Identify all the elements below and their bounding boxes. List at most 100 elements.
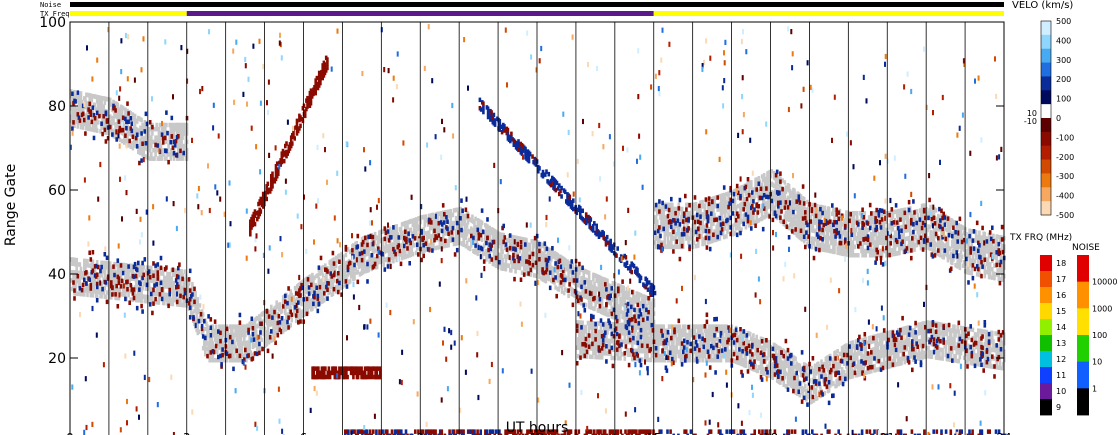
ground-scatter-cell	[882, 223, 886, 229]
ground-scatter-cell	[258, 314, 261, 319]
ground-scatter-cell	[215, 349, 219, 355]
ground-scatter-cell	[395, 224, 398, 229]
ground-scatter-cell	[213, 358, 217, 363]
ground-scatter-cell	[619, 305, 622, 310]
ground-scatter-cell	[584, 294, 588, 299]
ground-scatter-cell	[353, 276, 356, 281]
ground-scatter-cell	[139, 268, 142, 274]
ground-scatter-cell	[693, 223, 697, 228]
ground-scatter-cell	[426, 243, 430, 248]
ground-scatter-cell	[597, 283, 601, 288]
txfreq-segment	[653, 11, 1004, 16]
ground-scatter-cell	[832, 211, 835, 217]
ground-scatter-cell	[436, 245, 440, 250]
ground-scatter-cell	[78, 262, 82, 267]
ground-scatter-cell	[234, 358, 237, 363]
ground-scatter-cell	[493, 258, 497, 264]
ground-scatter-cell	[175, 302, 179, 307]
ground-scatter-cell	[384, 240, 388, 246]
ground-scatter-cell	[640, 314, 644, 320]
ground-scatter-cell	[233, 324, 236, 329]
ground-scatter-cell	[287, 312, 290, 317]
ground-scatter-cell	[625, 316, 629, 321]
ground-scatter-cell	[238, 328, 242, 334]
ground-scatter-cell	[465, 232, 469, 237]
ground-scatter-cell	[221, 332, 224, 338]
ground-scatter-cell	[422, 231, 425, 236]
ground-scatter-cell	[318, 288, 322, 293]
ground-scatter-cell	[594, 286, 597, 291]
ground-scatter-cell	[584, 324, 588, 330]
ground-scatter-cell	[236, 328, 240, 334]
ground-scatter-cell	[494, 250, 498, 256]
ground-scatter-cell	[447, 243, 450, 248]
ground-scatter-cell	[793, 188, 796, 194]
ground-scatter-cell	[390, 255, 393, 260]
ground-scatter-cell	[663, 215, 667, 220]
ground-scatter-cell	[138, 298, 141, 303]
ground-scatter-cell	[79, 275, 83, 280]
ground-scatter-cell	[864, 253, 868, 258]
ground-scatter-cell	[382, 228, 385, 234]
ground-scatter-cell	[658, 236, 661, 241]
ground-scatter-cell	[316, 273, 320, 278]
ground-scatter-cell	[573, 293, 577, 299]
ground-scatter-cell	[232, 353, 235, 359]
ground-scatter-cell	[412, 243, 416, 248]
ground-scatter-cell	[403, 246, 406, 252]
ground-scatter-cell	[698, 230, 701, 235]
ground-scatter-cell	[142, 281, 145, 287]
ground-scatter-cell	[468, 246, 472, 252]
ground-scatter-cell	[898, 250, 901, 256]
ground-scatter-cell	[623, 335, 627, 340]
ground-scatter-cell	[354, 266, 357, 272]
ground-scatter-cell	[382, 245, 385, 251]
ground-scatter-cell	[620, 301, 623, 306]
ground-scatter-cell	[348, 279, 352, 284]
ground-scatter-cell	[249, 354, 252, 360]
ground-scatter-cell	[432, 212, 435, 218]
ground-scatter-cell	[275, 325, 278, 331]
ground-scatter-cell	[600, 355, 604, 360]
ground-scatter-cell	[243, 328, 246, 334]
ground-scatter-cell	[372, 244, 376, 250]
ground-scatter-cell	[332, 265, 336, 271]
ground-scatter-cell	[454, 241, 458, 246]
ground-scatter-cell	[407, 249, 410, 254]
ground-scatter-cell	[670, 215, 673, 220]
ground-scatter-cell	[649, 318, 652, 323]
ground-scatter-cell	[103, 269, 107, 274]
ground-scatter-cell	[164, 296, 167, 302]
ground-scatter-cell	[479, 224, 483, 229]
ground-scatter-cell	[430, 234, 433, 239]
ground-scatter-cell	[597, 308, 601, 313]
ground-scatter-cell	[424, 231, 428, 236]
ground-scatter-cell	[76, 291, 80, 296]
ground-scatter-cell	[396, 232, 400, 237]
ground-scatter-cell	[379, 238, 382, 243]
ground-scatter-cell	[238, 324, 242, 329]
ground-scatter-cell	[618, 309, 621, 314]
ground-scatter-cell	[208, 341, 211, 346]
ground-scatter-cell	[75, 257, 78, 263]
ground-scatter-cell	[465, 223, 469, 229]
ground-scatter-cell	[331, 291, 335, 297]
ground-scatter-cell	[375, 235, 379, 240]
ground-scatter-cell	[694, 201, 698, 207]
ground-scatter-cell	[511, 239, 514, 244]
ground-scatter-cell	[251, 323, 255, 328]
ground-scatter-cell	[422, 239, 425, 245]
ground-scatter-cell	[618, 292, 621, 297]
ground-scatter-cell	[564, 262, 567, 267]
ground-scatter-cell	[179, 273, 182, 278]
ground-scatter-cell	[472, 227, 475, 233]
ground-scatter-cell	[98, 277, 101, 282]
ground-scatter-cell	[605, 307, 608, 313]
ground-scatter-cell	[543, 248, 547, 254]
ground-scatter-cell	[195, 315, 198, 320]
ground-scatter-cell	[154, 266, 157, 271]
ground-scatter-cell	[100, 260, 103, 265]
ground-scatter-cell	[169, 301, 173, 306]
ground-scatter-cell	[317, 276, 321, 281]
ground-scatter-cell	[562, 282, 566, 287]
